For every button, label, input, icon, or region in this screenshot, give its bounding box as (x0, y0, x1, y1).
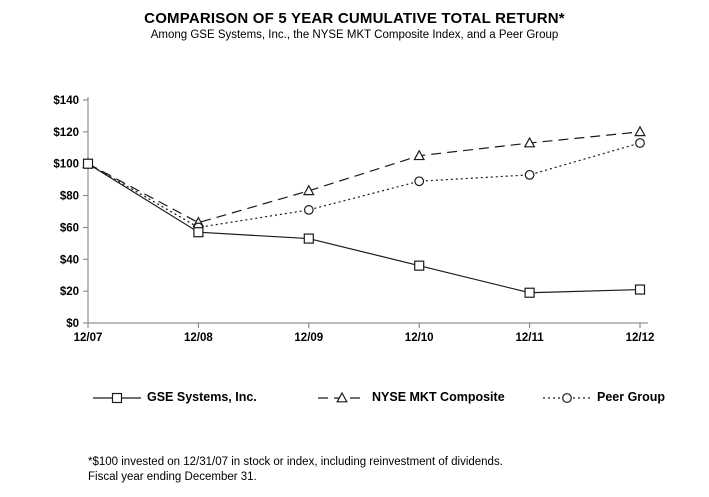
svg-text:12/07: 12/07 (74, 332, 103, 344)
chart-legend: GSE Systems, Inc. NYSE MKT Composite Pee… (0, 388, 709, 408)
chart-title: COMPARISON OF 5 YEAR CUMULATIVE TOTAL RE… (144, 10, 565, 27)
svg-text:$0: $0 (66, 318, 79, 330)
gse-square-marker-icon (93, 391, 141, 404)
nyse-triangle-marker-icon (318, 391, 366, 403)
legend-item-nyse-mkt-composite: NYSE MKT Composite (318, 388, 505, 406)
footnote-line-1: *$100 invested on 12/31/07 in stock or i… (88, 456, 503, 468)
legend-label: NYSE MKT Composite (372, 390, 505, 404)
svg-text:12/10: 12/10 (405, 332, 434, 344)
svg-text:12/08: 12/08 (184, 332, 213, 344)
svg-text:$40: $40 (60, 254, 79, 266)
svg-text:$100: $100 (53, 159, 79, 171)
legend-item-peer-group: Peer Group (543, 388, 665, 406)
peer-circle-marker-icon (543, 391, 591, 403)
svg-text:$60: $60 (60, 222, 79, 234)
svg-text:$120: $120 (53, 127, 79, 139)
svg-text:$80: $80 (60, 191, 79, 203)
chart-footnote: *$100 invested on 12/31/07 in stock or i… (88, 455, 503, 485)
svg-text:12/09: 12/09 (294, 332, 323, 344)
footnote-line-2: Fiscal year ending December 31. (88, 471, 257, 483)
cumulative-return-line-chart: $0 $20 $40 $60 $80 $100 $120 $140 12/07 12/08 12/0… (53, 95, 655, 344)
legend-label: GSE Systems, Inc. (147, 390, 257, 404)
svg-text:$140: $140 (53, 95, 79, 107)
svg-text:12/11: 12/11 (516, 332, 545, 344)
chart-subtitle: Among GSE Systems, Inc., the NYSE MKT Co… (150, 29, 559, 41)
legend-item-gse-systems: GSE Systems, Inc. (93, 388, 257, 406)
legend-label: Peer Group (597, 390, 666, 404)
svg-text:12/12: 12/12 (626, 332, 655, 344)
svg-text:$20: $20 (60, 286, 79, 298)
